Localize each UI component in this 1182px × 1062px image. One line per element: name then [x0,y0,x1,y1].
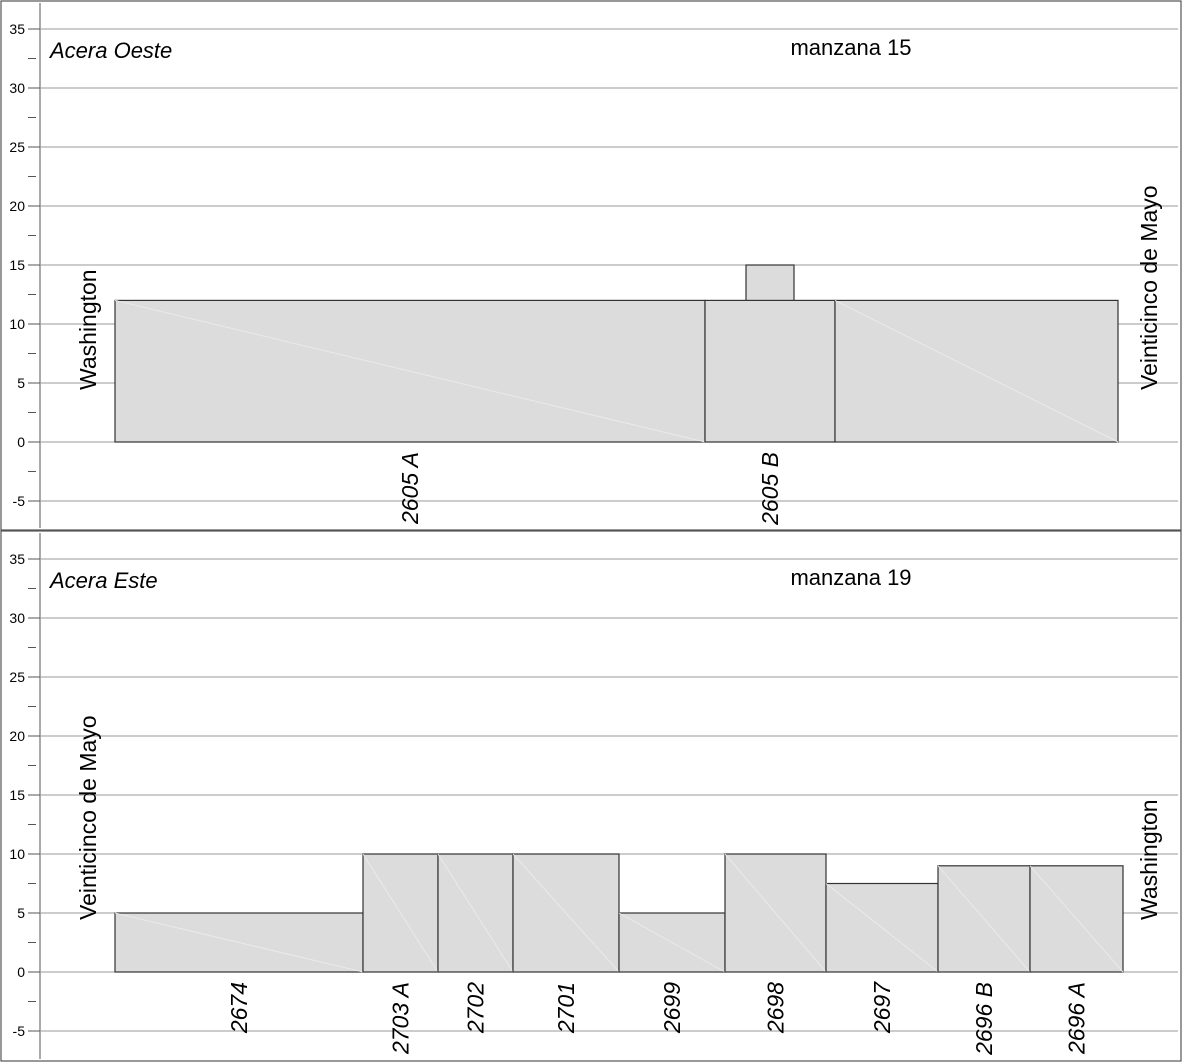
y-tick-label: -5 [13,1023,26,1039]
side-label: Acera Este [48,568,158,593]
y-tick-label: 30 [9,80,25,96]
y-tick-label: 10 [9,316,25,332]
lot-diagonal [362,853,439,973]
lot-diagonal [114,912,364,973]
lot-diagonal [825,883,939,973]
y-tick-label: 25 [9,669,25,685]
street-left-label: Veinticinco de Mayo [75,715,101,920]
panel-border [0,0,1182,531]
y-tick-label: 35 [9,21,25,37]
block-title: manzana 15 [790,35,911,60]
lot-label: 2696 B [971,982,997,1056]
lot-diagonal [724,853,827,973]
y-tick-label: 30 [9,610,25,626]
y-tick-label: 15 [9,257,25,273]
lot-diagonal [834,299,1119,443]
panel-2: 35 30 25 20 15 10 5 0 -5 Acera Este manzana 19 Vein… [0,530,1182,1062]
lot-label: 2699 [659,982,685,1034]
y-tick-label: 20 [9,198,25,214]
lot-diagonal [937,865,1031,973]
lot-label: 2697 [869,981,895,1034]
y-tick-label: 10 [9,846,25,862]
lot-label: 2701 [553,982,579,1034]
lot-diagonal [1029,865,1124,973]
lot-bar [745,264,795,302]
panel-1: 35 30 25 20 15 10 5 0 -5 Acera Oeste manzana 15 Was… [0,0,1182,531]
lot-label: 2703 A [388,982,414,1055]
y-tick-label: 0 [17,434,25,450]
lot-label: 2702 [463,982,489,1034]
street-left-label: Washington [75,269,101,390]
street-right-label: Veinticinco de Mayo [1136,185,1162,390]
lot-label: 2696 A [1064,982,1090,1055]
lot-label: 2605 A [397,452,423,525]
y-tick-label: 35 [9,551,25,567]
y-tick-label: 5 [17,375,25,391]
y-tick-label: 20 [9,728,25,744]
panel-border [0,530,1182,1062]
lot-diagonal [437,853,514,973]
street-right-label: Washington [1136,799,1162,920]
lot-bar [704,299,836,443]
block-title: manzana 19 [790,565,911,590]
y-tick-label: 15 [9,787,25,803]
lot-label: 2674 [226,982,252,1034]
lot-label: 2605 B [757,452,783,526]
y-tick-label: 5 [17,905,25,921]
y-tick-label: 0 [17,964,25,980]
side-label: Acera Oeste [48,38,172,63]
lot-diagonal [114,299,706,443]
lot-diagonal [512,853,620,973]
y-tick-label: -5 [13,493,26,509]
lot-label: 2698 [763,982,789,1034]
lot-diagonal [618,912,726,973]
y-tick-label: 25 [9,139,25,155]
